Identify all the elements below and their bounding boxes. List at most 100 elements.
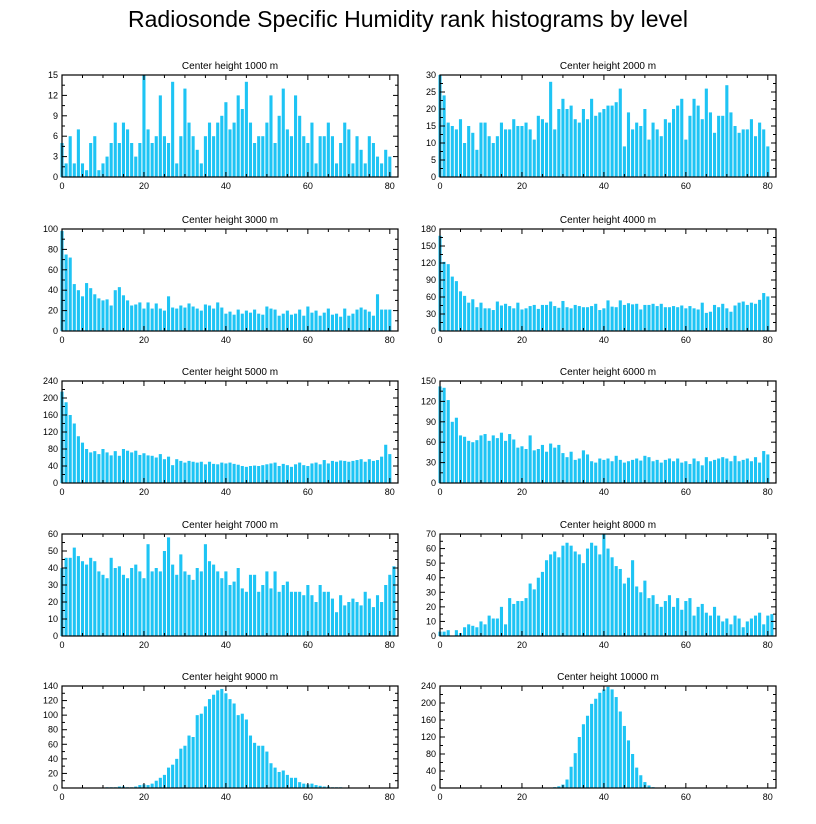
- histogram-bar: [667, 307, 672, 331]
- histogram-bar: [142, 308, 146, 331]
- histogram-bar: [573, 753, 577, 788]
- histogram-bar: [175, 308, 179, 331]
- histogram-bar: [549, 81, 553, 177]
- histogram-bar: [314, 462, 318, 483]
- histogram-bar: [614, 455, 618, 483]
- histogram-bar: [688, 115, 692, 177]
- histogram-bar: [343, 460, 347, 483]
- histogram-bar: [380, 163, 384, 177]
- histogram-panel-5: 0 20 40 60 80 0 40 80 120 160 200 240 Center height …: [43, 367, 399, 497]
- histogram-bar: [322, 591, 326, 636]
- histogram-bar: [277, 591, 281, 636]
- histogram-bar: [700, 603, 704, 636]
- x-tick-label: 40: [221, 181, 231, 191]
- histogram-bar: [504, 440, 508, 483]
- histogram-bar: [105, 452, 109, 483]
- histogram-bar: [594, 545, 598, 636]
- histogram-bar: [166, 296, 171, 331]
- histogram-bar: [516, 302, 520, 331]
- histogram-bar: [343, 605, 347, 636]
- histogram-bar: [512, 308, 516, 331]
- histogram-bar: [659, 606, 663, 636]
- histogram-bar: [76, 290, 80, 331]
- histogram-bar: [166, 143, 171, 177]
- histogram-bar: [166, 767, 171, 788]
- histogram-bar: [89, 143, 93, 177]
- histogram-bar: [663, 119, 667, 177]
- y-tick-label: 12: [48, 90, 58, 100]
- histogram-bar: [138, 302, 142, 331]
- histogram-bar: [68, 136, 72, 177]
- histogram-bar: [708, 311, 712, 331]
- histogram-bar: [610, 557, 614, 636]
- y-tick-label: 20: [48, 306, 58, 316]
- histogram-bar: [216, 464, 220, 483]
- histogram-bar: [371, 607, 375, 636]
- histogram-bar: [463, 295, 467, 331]
- x-tick-label: 20: [139, 181, 149, 191]
- histogram-bar: [643, 304, 647, 331]
- x-tick-label: 40: [221, 335, 231, 345]
- histogram-bar: [113, 451, 117, 484]
- y-tick-label: 120: [421, 732, 436, 742]
- histogram-bar: [248, 122, 253, 177]
- histogram-bar: [220, 578, 224, 636]
- y-tick-label: 80: [48, 444, 58, 454]
- histogram-bar: [622, 304, 626, 331]
- histogram-panel-9: 0 20 40 60 80 0 20 40 60 80 100 120 140 Center height…: [43, 672, 399, 802]
- histogram-bar: [733, 455, 737, 483]
- histogram-bar: [590, 98, 594, 177]
- histogram-bar: [261, 745, 265, 788]
- histogram-bar: [581, 109, 585, 177]
- histogram-bar: [248, 466, 253, 483]
- histogram-bar: [334, 313, 339, 331]
- histogram-bar: [76, 129, 80, 177]
- histogram-bar: [544, 560, 549, 636]
- histogram-bar: [479, 302, 483, 331]
- histogram-bar: [745, 621, 749, 636]
- histogram-bar: [561, 98, 565, 177]
- histogram-bar: [269, 308, 273, 331]
- x-tick-label: 80: [385, 487, 395, 497]
- histogram-bar: [635, 122, 639, 177]
- histogram-bar: [442, 261, 446, 331]
- histogram-bar: [573, 119, 577, 177]
- histogram-bar: [285, 581, 289, 636]
- histogram-bar: [528, 129, 532, 177]
- histogram-bar: [717, 115, 721, 177]
- histogram-bar: [450, 276, 454, 331]
- histogram-bar: [450, 126, 454, 177]
- y-tick-label: 0: [53, 631, 58, 641]
- histogram-bar: [483, 434, 487, 483]
- histogram-bar: [516, 126, 520, 177]
- histogram-bar: [618, 711, 622, 788]
- y-tick-label: 20: [48, 768, 58, 778]
- histogram-bar: [175, 163, 179, 177]
- histogram-bar: [220, 115, 224, 177]
- histogram-bar: [175, 758, 179, 788]
- histogram-bar: [475, 307, 479, 331]
- histogram-bar: [569, 766, 573, 788]
- histogram-bar: [380, 456, 384, 483]
- histogram-bar: [113, 122, 117, 177]
- histogram-bar: [289, 591, 294, 636]
- histogram-bar: [298, 782, 302, 788]
- histogram-bar: [195, 715, 199, 788]
- histogram-bar: [363, 163, 367, 177]
- histogram-bar: [667, 122, 672, 177]
- histogram-bar: [622, 725, 626, 788]
- histogram-bar: [224, 693, 228, 788]
- histogram-bar: [585, 307, 590, 331]
- histogram-bar: [520, 601, 524, 636]
- histogram-bar: [581, 307, 585, 331]
- histogram-bar: [684, 139, 688, 177]
- histogram-bar: [93, 451, 97, 484]
- histogram-bar: [261, 465, 265, 483]
- histogram-bar: [80, 296, 85, 331]
- histogram-bar: [520, 446, 524, 483]
- histogram-bar: [80, 561, 85, 636]
- histogram-bar: [508, 129, 512, 177]
- y-tick-label: 20: [426, 602, 436, 612]
- x-tick-label: 0: [59, 335, 64, 345]
- histogram-bar: [626, 112, 631, 177]
